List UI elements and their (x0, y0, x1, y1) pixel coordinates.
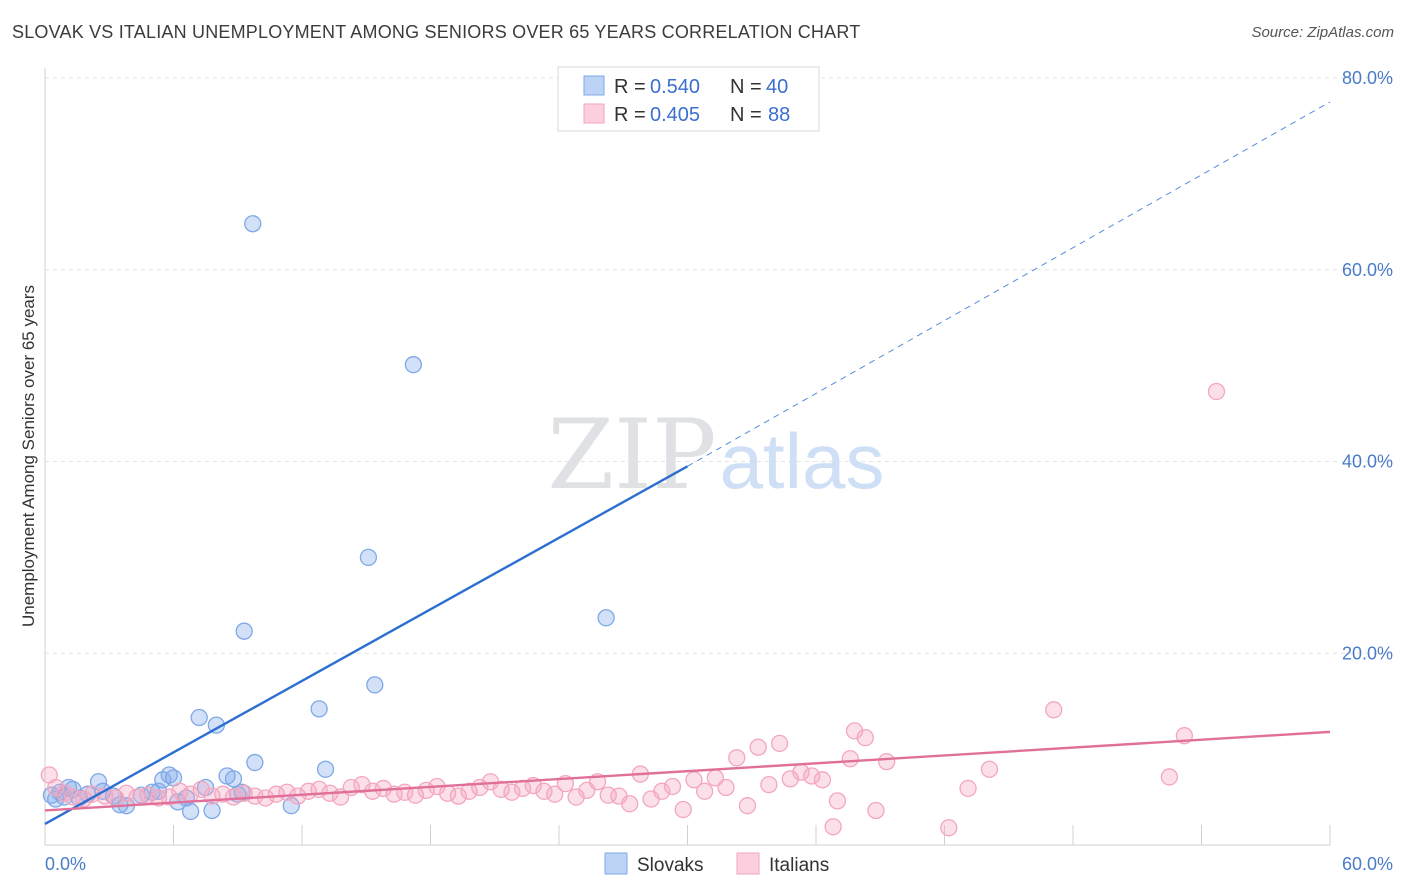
point-slovaks-38 (404, 356, 423, 374)
point-slovaks-30 (235, 622, 253, 640)
point-italians-18 (224, 788, 243, 806)
trend-slovaks (44, 101, 1331, 825)
chart-title: SLOVAK VS ITALIAN UNEMPLOYMENT AMONG SEN… (12, 22, 861, 42)
point-italians-87 (1207, 382, 1226, 401)
point-italians-83 (980, 760, 999, 778)
legend-n-label-slovaks: N = (730, 76, 762, 98)
legend-n-value-slovaks: 40 (766, 76, 788, 98)
point-italians-59 (663, 777, 682, 796)
point-italians-69 (770, 734, 789, 753)
point-italians-2 (55, 784, 73, 802)
tick-labels: 20.0% 40.0% 60.0% 80.0% 0.0% 60.0% (45, 68, 1393, 874)
point-italians-60 (674, 800, 692, 819)
x-tick-label-1: 60.0% (1342, 854, 1393, 874)
point-italians-22 (267, 785, 285, 803)
point-italians-75 (828, 792, 847, 810)
point-slovaks-35 (316, 760, 335, 778)
legend-r-value-slovaks: 0.540 (650, 76, 700, 98)
x-tick-label-0: 0.0% (45, 854, 86, 874)
point-italians-84 (1045, 701, 1063, 719)
point-italians-62 (695, 782, 714, 800)
point-italians-3 (64, 788, 82, 806)
trend-italians (44, 730, 1331, 812)
bottom-legend-swatch-italians (736, 852, 760, 875)
point-italians-64 (717, 778, 735, 797)
point-italians-48 (546, 785, 564, 803)
trend-line-slovaks (44, 465, 689, 825)
point-italians-76 (841, 750, 859, 768)
point-italians-78 (856, 728, 874, 747)
bottom-legend-swatch-slovaks (604, 852, 628, 875)
point-slovaks-37 (366, 676, 384, 694)
point-italians-55 (621, 795, 639, 813)
point-slovaks-36 (359, 548, 378, 567)
point-italians-1 (47, 778, 65, 797)
legend-r-label-slovaks: R = (614, 76, 646, 98)
point-italians-30 (353, 775, 371, 794)
legend-r-value-italians: 0.405 (650, 104, 700, 126)
point-italians-12 (160, 788, 178, 806)
axes (44, 68, 1331, 846)
point-slovaks-33 (282, 797, 300, 815)
point-italians-50 (567, 788, 585, 806)
watermark: ZIP atlas (547, 399, 884, 511)
watermark-zip: ZIP (547, 399, 716, 511)
point-italians-47 (535, 782, 553, 800)
watermark-atlas: atlas (720, 417, 885, 505)
point-italians-40 (460, 782, 478, 800)
y-tick-label-2: 60.0% (1342, 260, 1393, 280)
point-italians-65 (728, 749, 746, 767)
y-axis-label: Unemployment Among Seniors over 65 years (19, 285, 38, 627)
legend-swatch-italians (583, 103, 605, 124)
legend-r-label-italians: R = (614, 104, 646, 126)
legend-n-label-italians: N = (730, 104, 762, 126)
y-tick-label-3: 80.0% (1342, 68, 1393, 88)
y-tick-label-1: 40.0% (1342, 452, 1393, 472)
trend-extension-slovaks (687, 101, 1331, 467)
point-slovaks-21 (181, 802, 200, 821)
point-italians-13 (171, 782, 189, 800)
point-slovaks-22 (190, 708, 208, 727)
series-slovaks (42, 215, 615, 821)
point-slovaks-24 (203, 801, 221, 820)
bottom-legend: Slovaks Italians (604, 852, 829, 876)
point-italians-85 (1160, 768, 1179, 786)
bottom-legend-label-italians: Italians (769, 855, 829, 876)
bottom-legend-label-slovaks: Slovaks (637, 855, 704, 876)
point-italians-44 (503, 783, 521, 801)
y-tick-label-0: 20.0% (1342, 643, 1393, 663)
point-italians-39 (449, 787, 467, 805)
point-slovaks-31 (244, 215, 262, 233)
point-italians-68 (760, 775, 778, 794)
point-italians-72 (803, 767, 821, 785)
point-italians-74 (824, 818, 842, 836)
point-slovaks-34 (310, 700, 328, 718)
point-italians-58 (653, 782, 671, 800)
point-italians-8 (117, 784, 136, 802)
point-italians-81 (940, 819, 958, 837)
legend-n-value-italians: 88 (768, 104, 790, 126)
point-italians-66 (738, 797, 757, 815)
point-italians-15 (192, 780, 210, 799)
chart-source: Source: ZipAtlas.com (1251, 24, 1394, 41)
point-italians-82 (959, 779, 977, 798)
point-italians-73 (813, 771, 832, 789)
point-italians-70 (781, 770, 799, 788)
legend-swatch-slovaks (583, 75, 605, 96)
grid-lines (45, 77, 1392, 654)
legend-box: R = 0.540 N = 40 R = 0.405 N = 88 (557, 66, 820, 132)
point-italians-80 (878, 752, 896, 771)
series-layer (40, 101, 1331, 837)
point-slovaks-32 (246, 753, 264, 772)
point-italians-79 (867, 801, 885, 820)
point-italians-77 (845, 722, 864, 740)
point-slovaks-39 (597, 609, 615, 627)
point-italians-67 (749, 738, 767, 756)
trend-line-italians (44, 730, 1331, 812)
